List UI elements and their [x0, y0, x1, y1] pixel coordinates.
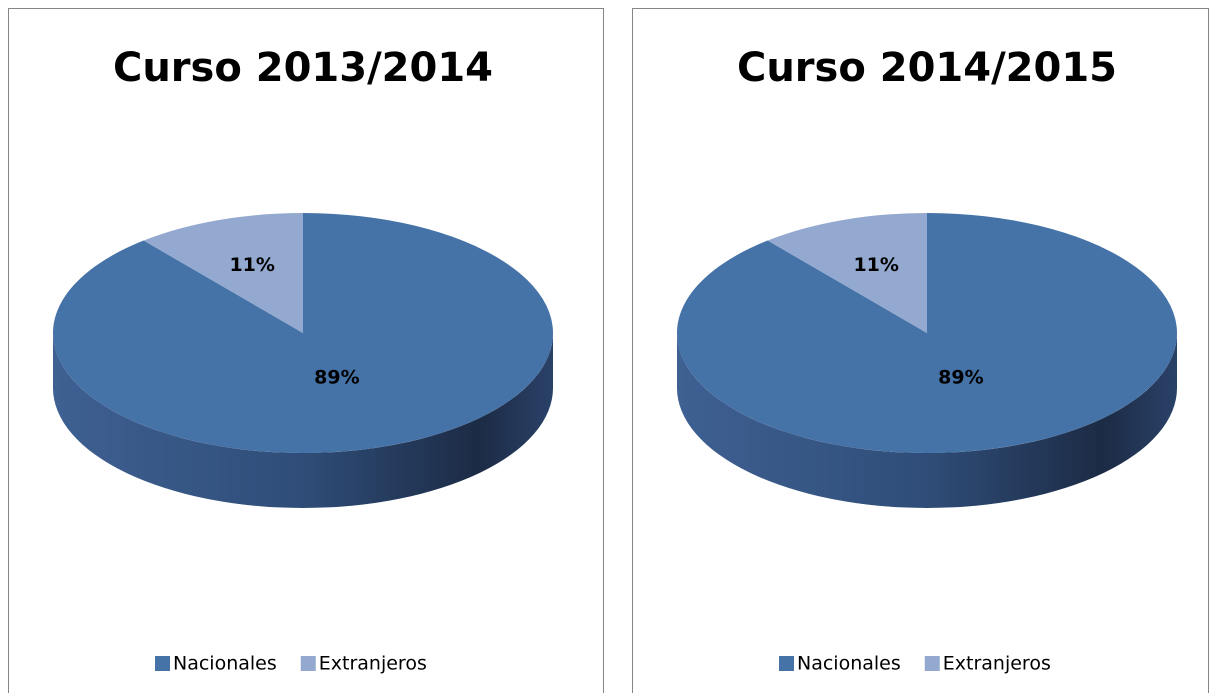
chart-panel: Curso 2013/2014 89% 11% Nacionales Extranjer… [8, 8, 604, 693]
chart-title: Curso 2014/2015 [737, 45, 1117, 91]
data-label: 89% [938, 367, 983, 389]
pie-side [53, 333, 553, 508]
chart-panel: Curso 2014/2015 89% 11% Nacionales Extranjer… [632, 8, 1209, 693]
pie-slice [53, 213, 554, 453]
data-label: 11% [853, 254, 898, 276]
pie-slice [767, 213, 927, 333]
legend-label: Nacionales [173, 653, 277, 675]
legend-swatch [300, 656, 316, 671]
legend-swatch [155, 656, 170, 671]
legend-swatch [779, 656, 794, 671]
chart-title: Curso 2013/2014 [113, 45, 493, 91]
data-label: 89% [314, 367, 359, 389]
legend-label: Nacionales [797, 653, 901, 675]
legend-label: Extranjeros [943, 653, 1051, 675]
legend-label: Extranjeros [319, 653, 427, 675]
pie-side [677, 333, 1177, 508]
legend-swatch [924, 656, 940, 671]
data-label: 11% [229, 254, 274, 276]
pie-slice [143, 213, 303, 333]
